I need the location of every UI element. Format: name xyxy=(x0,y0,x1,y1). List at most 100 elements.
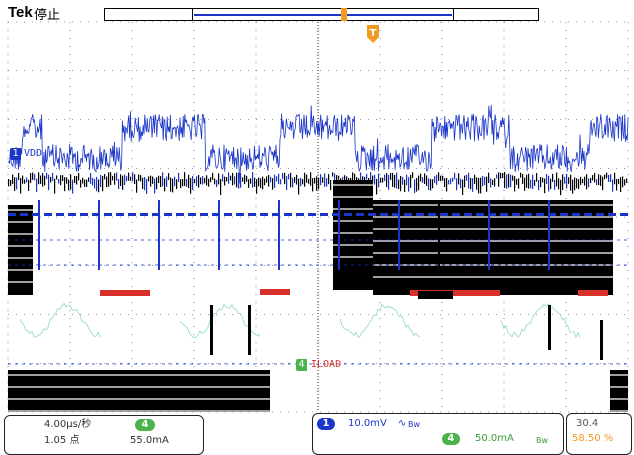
dash-row xyxy=(56,213,64,216)
bus-bit xyxy=(118,179,120,189)
dash-row xyxy=(224,213,232,216)
bus-divider xyxy=(218,200,220,270)
dash-row xyxy=(524,213,532,216)
bus-bit xyxy=(502,173,504,179)
bus-bit xyxy=(236,172,238,188)
dash-row xyxy=(284,213,292,216)
ch4-pill[interactable]: 4 xyxy=(442,433,460,445)
bus-bit xyxy=(582,178,584,184)
dash-row xyxy=(416,213,424,216)
bus-bit xyxy=(430,179,432,191)
bus-bit xyxy=(444,178,446,188)
bus-bit xyxy=(414,179,416,194)
trigger-t-icon[interactable]: T xyxy=(366,24,380,44)
bus-bit xyxy=(168,173,170,181)
bus-bit xyxy=(498,172,500,187)
red-ref-mark xyxy=(260,289,290,295)
bus-bit xyxy=(42,173,44,187)
bus-block xyxy=(8,370,270,412)
bus-bit xyxy=(238,172,240,189)
trigger-channel-pill[interactable]: 4 xyxy=(135,419,155,431)
bus-bit xyxy=(274,174,276,188)
reference-marks xyxy=(100,289,608,299)
bus-bit xyxy=(612,179,614,192)
bus-bit xyxy=(384,174,386,182)
bus-bit xyxy=(328,174,330,185)
vertical-panel[interactable] xyxy=(312,413,564,455)
bus-bit xyxy=(530,179,532,189)
bus-bit xyxy=(534,179,536,186)
bus-bit xyxy=(332,172,334,177)
bus-bit xyxy=(402,176,404,185)
bus-bit xyxy=(494,178,496,187)
bus-bit xyxy=(456,178,458,191)
ch4-marker-label: ILOAD xyxy=(311,359,342,370)
bus-bit xyxy=(468,172,470,189)
bus-bit xyxy=(476,177,478,190)
bus-bit xyxy=(282,172,284,180)
bus-bit xyxy=(82,177,84,184)
dash-row xyxy=(488,213,496,216)
bus-bit xyxy=(110,172,112,186)
dash-row xyxy=(596,213,604,216)
bus-bit xyxy=(590,177,592,184)
bus-bit xyxy=(492,179,494,185)
record-view-window[interactable] xyxy=(192,8,454,21)
bus-bit xyxy=(230,175,232,181)
bus-bit xyxy=(124,174,126,186)
bus-bit xyxy=(30,173,32,183)
bus-bit xyxy=(248,179,250,188)
bus-bit xyxy=(54,178,56,194)
bus-bit xyxy=(484,176,486,186)
bus-bit xyxy=(616,178,618,191)
dash-row xyxy=(200,213,208,216)
bus-divider xyxy=(338,200,340,270)
dash-row xyxy=(176,213,184,216)
bus-bit xyxy=(108,172,110,187)
bus-bit xyxy=(226,177,228,182)
bus-bit xyxy=(86,179,88,187)
bus-bit xyxy=(106,176,108,188)
trigger-position-icon[interactable] xyxy=(341,8,347,21)
bus-bit xyxy=(142,177,144,189)
bus-bit xyxy=(518,178,520,189)
bus-bit xyxy=(294,176,296,183)
bus-bit xyxy=(284,172,286,185)
bus-bit xyxy=(602,176,604,191)
bus-bit xyxy=(114,173,116,185)
bus-bit xyxy=(604,174,606,180)
ch1-marker[interactable]: 1 VDD xyxy=(7,148,42,160)
bus-bit xyxy=(520,172,522,178)
bus-bit xyxy=(366,173,368,180)
bus-bit xyxy=(596,179,598,186)
bus-bit xyxy=(304,172,306,187)
bus-bit xyxy=(228,172,230,184)
dash-row xyxy=(68,213,76,216)
bus-bit xyxy=(434,176,436,183)
ch1-pill[interactable]: 1 xyxy=(317,418,335,430)
bus-bit xyxy=(576,178,578,189)
bus-bit xyxy=(24,179,26,184)
bus-bit xyxy=(116,172,118,181)
bus-bit xyxy=(352,172,354,185)
bus-bit xyxy=(536,173,538,182)
ch4-iload-trace xyxy=(8,302,628,365)
timebase-panel[interactable] xyxy=(4,415,204,455)
bus-bit xyxy=(218,173,220,185)
bus-bit xyxy=(12,174,14,185)
bus-bit xyxy=(128,172,130,181)
bus-bit xyxy=(490,178,492,188)
bus-bit xyxy=(382,177,384,183)
bus-bit xyxy=(514,176,516,192)
bus-bit xyxy=(122,175,124,190)
dash-row xyxy=(248,213,256,216)
dash-row xyxy=(392,213,400,216)
bus-bit xyxy=(312,178,314,192)
bus-bit xyxy=(158,175,160,184)
ch4-marker[interactable]: 4 ILOAD xyxy=(296,359,341,371)
bus-bit xyxy=(146,178,148,194)
bus-bit xyxy=(528,173,530,189)
bus-bit xyxy=(224,176,226,186)
ch4-edge xyxy=(600,320,603,360)
trigger-panel[interactable] xyxy=(566,413,632,455)
